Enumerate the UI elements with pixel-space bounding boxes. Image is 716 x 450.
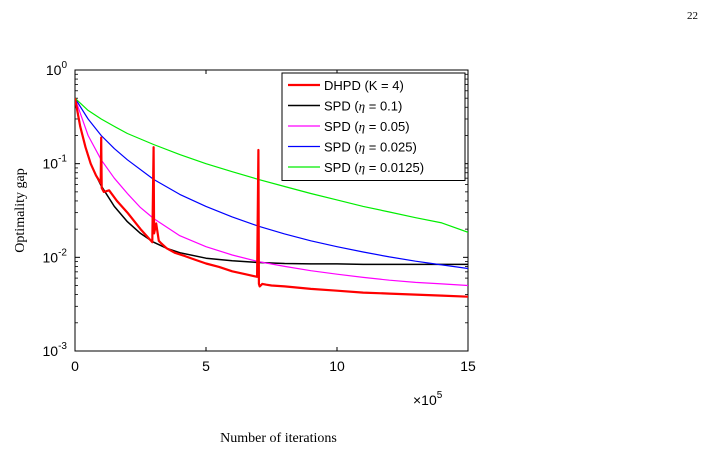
series-lines [75,97,468,298]
x-tick-label: 15 [460,358,476,374]
legend-entry: SPD (η = 0.0125) [324,160,424,175]
series-line-3 [75,97,468,270]
page-number: 22 [687,10,698,22]
y-tick-label: 10-2 [43,247,68,265]
legend-entry: SPD (η = 0.025) [324,140,417,155]
x-axis-multiplier: ×105 [413,390,443,408]
x-tick-label: 10 [329,358,345,374]
x-tick-label: 0 [71,358,79,374]
x-tick-label: 5 [202,358,210,374]
series-line-0 [75,98,468,298]
series-line-2 [75,98,468,287]
legend-entry: SPD (η = 0.1) [324,99,402,114]
series-line-4 [75,97,468,233]
legend-entry: DHPD (K = 4) [324,78,404,93]
x-axis-label: Number of iterations [220,431,337,446]
y-axis-label: Optimality gap [13,168,28,252]
y-tick-label: 10-3 [43,341,68,359]
y-tick-label: 10-1 [43,154,68,172]
y-tick-label: 100 [46,60,68,78]
legend-box [281,72,466,181]
legend-entry: SPD (η = 0.05) [324,119,410,134]
plot-area [74,69,469,352]
legend: DHPD (K = 4) SPD (η = 0.1) SPD (η = 0.05) S… [281,72,466,181]
